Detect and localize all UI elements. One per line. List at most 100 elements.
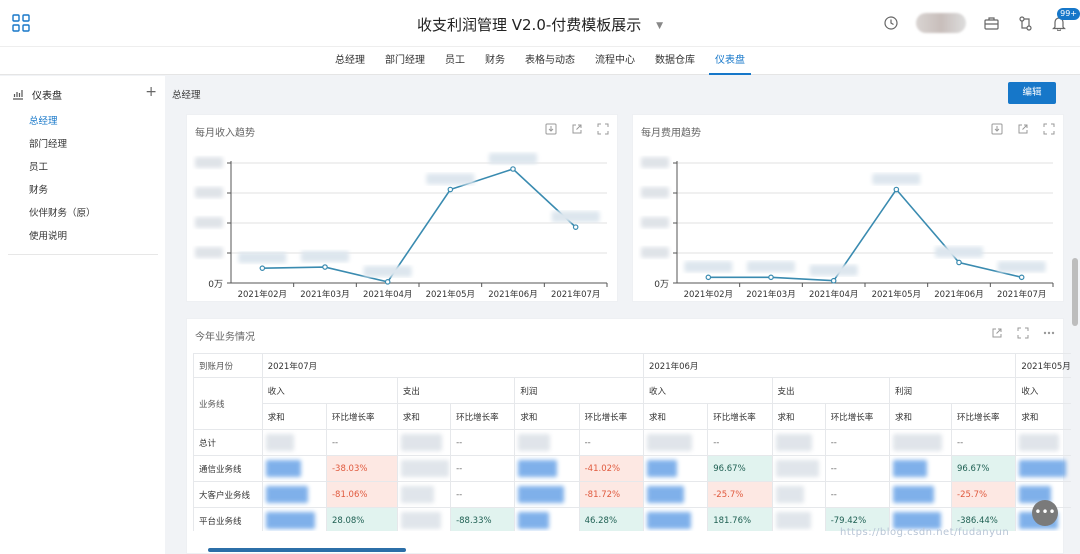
group-header: 支出 bbox=[771, 377, 890, 404]
data-label-blurred bbox=[551, 211, 600, 223]
rate-cell: -41.02% bbox=[578, 455, 644, 482]
clock-icon[interactable] bbox=[882, 14, 900, 32]
y-tick-label-blurred bbox=[641, 217, 669, 228]
toolbox-icon[interactable] bbox=[982, 14, 1000, 32]
rate-cell: -- bbox=[578, 429, 644, 456]
sum-cell-blurred bbox=[771, 455, 826, 482]
rate-cell: -79.42% bbox=[824, 507, 890, 531]
data-label-blurred bbox=[426, 173, 475, 185]
tab-6[interactable]: 数据仓库 bbox=[655, 55, 695, 66]
data-label-blurred bbox=[363, 265, 412, 277]
sum-cell-blurred bbox=[396, 507, 452, 531]
export-icon[interactable] bbox=[1017, 123, 1029, 135]
table-title: 今年业务情况 bbox=[195, 332, 255, 343]
chevron-down-icon[interactable]: ▼ bbox=[656, 20, 663, 31]
sidebar: 仪表盘 + 总经理 部门经理 员工 财务 伙伴财务（原） 使用说明 bbox=[0, 76, 165, 554]
x-tick-label: 2021年03月 bbox=[746, 289, 795, 300]
chart-tools bbox=[545, 123, 609, 135]
sum-cell-blurred bbox=[642, 481, 709, 508]
fullscreen-icon[interactable] bbox=[1017, 327, 1029, 339]
table-row: 平台业务线 28.08% -88.33% 46.28% 181.76% -79.42% -3… bbox=[193, 507, 1071, 531]
sidebar-item[interactable]: 总经理 bbox=[29, 116, 58, 127]
download-icon[interactable] bbox=[991, 123, 1003, 135]
data-point bbox=[956, 259, 962, 266]
rate-cell: -- bbox=[450, 455, 516, 482]
y-tick-label-blurred bbox=[641, 157, 669, 168]
sidebar-item[interactable]: 伙伴财务（原） bbox=[29, 208, 96, 219]
sub-header-rate: 环比增长率 bbox=[950, 403, 1017, 430]
header-actions: 99+ bbox=[882, 8, 1080, 36]
x-tick-label: 2021年06月 bbox=[934, 289, 983, 300]
app-title-area: 收支利润管理 V2.0-付费模板展示 ▼ bbox=[0, 14, 1080, 35]
y-tick-label-blurred bbox=[641, 187, 669, 198]
sidebar-item[interactable]: 部门经理 bbox=[29, 139, 68, 150]
table-scroll[interactable]: 到账月份 2021年07月 2021年06月 2021年05月 业务线 收入 支出 利润 收入支… bbox=[193, 353, 1071, 531]
data-point bbox=[768, 274, 774, 281]
rate-cell: -25.7% bbox=[950, 481, 1017, 508]
tab-3[interactable]: 财务 bbox=[485, 55, 505, 66]
fullscreen-icon[interactable] bbox=[597, 123, 609, 135]
rate-cell: 181.76% bbox=[707, 507, 773, 531]
tab-5[interactable]: 流程中心 bbox=[595, 55, 635, 66]
x-tick-label: 2021年02月 bbox=[684, 289, 733, 300]
tab-7[interactable]: 仪表盘 bbox=[705, 47, 755, 75]
x-tick-label: 2021年02月 bbox=[238, 289, 287, 300]
main-content: 总经理 编辑 每月收入趋势 0万 2021年02月 2021年03月 2021年04月… bbox=[166, 76, 1071, 554]
sum-cell-blurred bbox=[261, 429, 327, 456]
sum-cell-blurred bbox=[771, 507, 826, 531]
group-header: 利润 bbox=[888, 377, 1017, 404]
sum-cell-blurred bbox=[514, 507, 580, 531]
sum-cell-blurred bbox=[261, 507, 327, 531]
row-label: 总计 bbox=[193, 429, 263, 456]
bell-icon[interactable]: 99+ bbox=[1050, 8, 1080, 32]
sub-header-sum: 求和 bbox=[396, 403, 452, 430]
sidebar-item[interactable]: 员工 bbox=[29, 162, 49, 173]
avatar[interactable] bbox=[916, 13, 966, 33]
x-tick-label: 2021年05月 bbox=[426, 289, 475, 300]
tab-1[interactable]: 部门经理 bbox=[385, 55, 425, 66]
tab-4[interactable]: 表格与动态 bbox=[525, 55, 575, 66]
more-actions-button[interactable]: ••• bbox=[1032, 500, 1058, 526]
sidebar-item[interactable]: 财务 bbox=[29, 185, 49, 196]
export-icon[interactable] bbox=[571, 123, 583, 135]
sub-header-rate: 环比增长率 bbox=[578, 403, 644, 430]
page-scrollbar[interactable] bbox=[1072, 258, 1078, 326]
data-point bbox=[893, 186, 900, 193]
sum-cell-blurred bbox=[888, 481, 953, 508]
tab-0[interactable]: 总经理 bbox=[335, 55, 365, 66]
app-grid-icon[interactable] bbox=[12, 14, 30, 32]
data-point bbox=[510, 166, 516, 172]
add-icon[interactable]: + bbox=[145, 84, 157, 100]
edit-button[interactable]: 编辑 bbox=[1008, 82, 1056, 104]
export-icon[interactable] bbox=[991, 327, 1003, 339]
data-label-blurred bbox=[935, 246, 983, 258]
download-icon[interactable] bbox=[545, 123, 557, 135]
y-zero-label: 0万 bbox=[654, 280, 669, 290]
fullscreen-icon[interactable] bbox=[1043, 123, 1055, 135]
app-title[interactable]: 收支利润管理 V2.0-付费模板展示 bbox=[416, 16, 642, 34]
more-icon[interactable] bbox=[1043, 327, 1055, 339]
rate-cell: -- bbox=[707, 429, 773, 456]
series-line bbox=[262, 168, 577, 283]
data-point bbox=[384, 279, 391, 285]
sum-cell-blurred bbox=[642, 429, 709, 456]
sum-cell-blurred bbox=[642, 507, 709, 531]
sum-cell-blurred bbox=[396, 429, 452, 456]
table-row: 大客户业务线-81.06%---81.72%-25.7%---25.7%-- bbox=[193, 481, 1071, 508]
series-line bbox=[708, 188, 1022, 282]
rate-cell: -- bbox=[824, 481, 890, 508]
data-point bbox=[705, 274, 712, 281]
sub-header-rate: 环比增长率 bbox=[450, 403, 516, 430]
data-label-blurred bbox=[997, 261, 1046, 273]
sub-header-sum: 求和 bbox=[514, 403, 580, 430]
horizontal-scrollbar[interactable] bbox=[208, 548, 406, 552]
table-row: 通信业务线-38.03%---41.02%96.67%--96.67%-- bbox=[193, 455, 1071, 482]
tab-2[interactable]: 员工 bbox=[445, 55, 465, 66]
sidebar-item[interactable]: 使用说明 bbox=[29, 231, 68, 242]
flow-icon[interactable] bbox=[1016, 14, 1034, 32]
y-tick-label-blurred bbox=[195, 217, 223, 228]
expense-chart-title: 每月费用趋势 bbox=[641, 128, 701, 139]
rate-cell: -81.72% bbox=[578, 481, 644, 508]
business-table-card: 今年业务情况 到账月份 2021年07月 2021年06月 2021年05月 业务线 收入… bbox=[186, 318, 1071, 554]
sub-header-rate: 环比增长率 bbox=[824, 403, 890, 430]
